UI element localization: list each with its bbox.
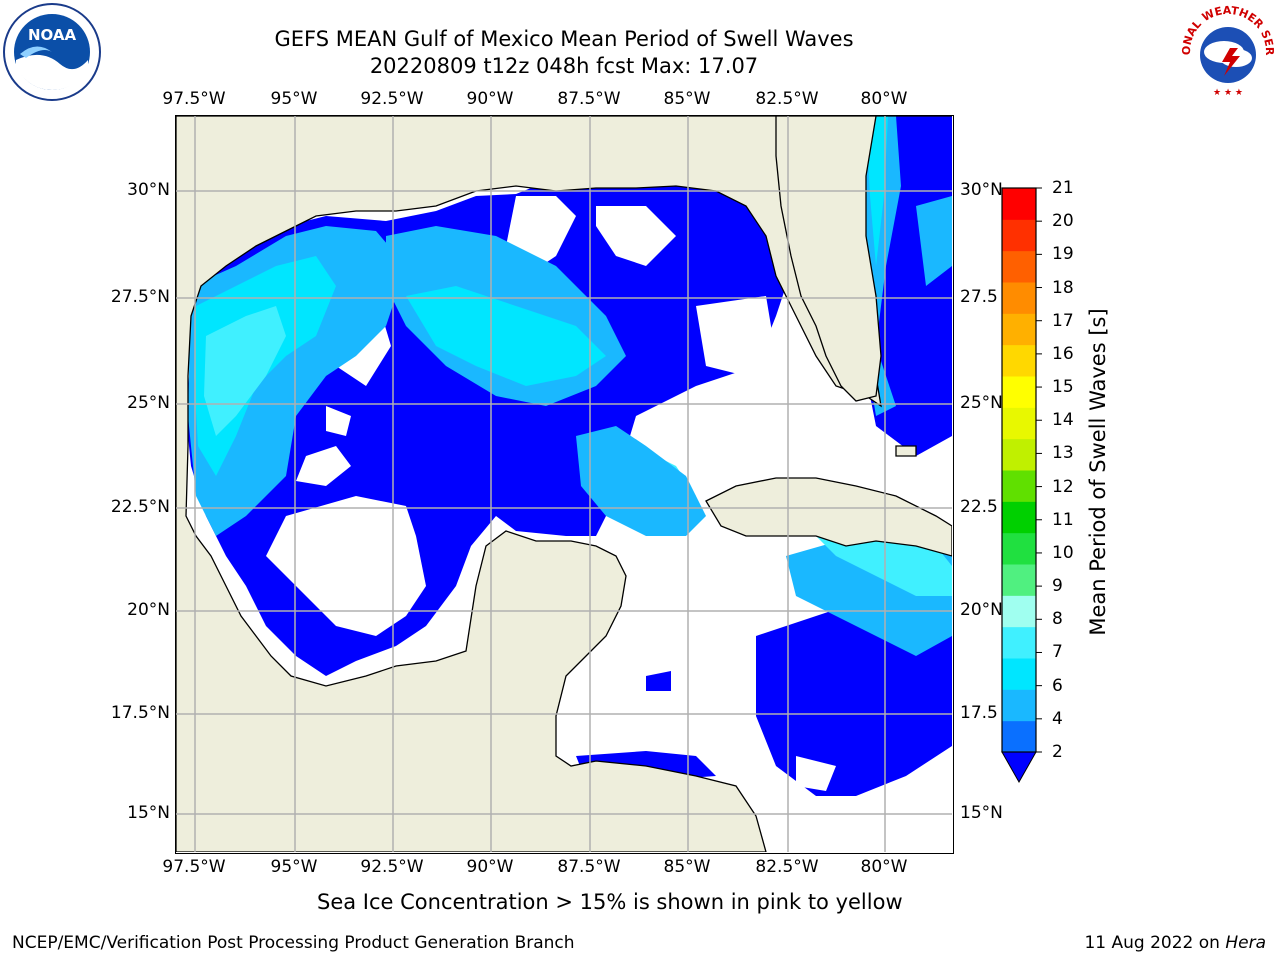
lat-tick-label-right: 20°N: [960, 600, 1003, 620]
colorbar-bin: [1002, 250, 1036, 283]
title-line-2: 20220809 t12z 048h fcst Max: 17.07: [369, 54, 759, 78]
credit-machine: Hera: [1225, 933, 1266, 953]
lat-tick-label-right: 17.5: [960, 703, 998, 723]
credit-branch: NCEP/EMC/Verification Post Processing Pr…: [12, 933, 575, 953]
credit-date-text: 11 Aug 2022 on: [1084, 933, 1226, 953]
lon-tick-label-top: 82.5°W: [755, 89, 819, 109]
lon-tick-label-bottom: 82.5°W: [755, 857, 819, 877]
colorbar-tick-label: 10: [1052, 542, 1074, 563]
colorbar-title: Mean Period of Swell Waves [s]: [1086, 308, 1110, 636]
colorbar-bin: [1002, 532, 1036, 565]
lat-tick-label-left: 15°N: [127, 803, 170, 823]
colorbar-bin: [1002, 720, 1036, 753]
land-florida: [775, 116, 882, 402]
lat-tick-label-right: 25°N: [960, 393, 1003, 413]
svg-text:★ ★ ★: ★ ★ ★: [1213, 88, 1243, 98]
lon-tick-label-bottom: 90°W: [466, 857, 514, 877]
colorbar-tick-label: 21: [1052, 178, 1074, 198]
lat-tick-label-left: 30°N: [127, 180, 170, 200]
lat-tick-label-right: 27.5: [960, 287, 998, 307]
colorbar-bin: [1002, 501, 1036, 534]
credit-date: 11 Aug 2022 on Hera: [1084, 933, 1266, 953]
graticule: [176, 116, 952, 852]
lat-tick-label-left: 25°N: [127, 393, 170, 413]
colorbar-tick-label: 19: [1052, 244, 1074, 265]
colorbar-bin: [1002, 564, 1036, 596]
colorbar-bin: [1002, 689, 1036, 722]
colorbar-tick-label: 2: [1052, 742, 1063, 762]
swell-period-map: [176, 116, 953, 853]
lat-tick-label-left: 22.5°N: [110, 497, 170, 517]
colorbar-tick-label: 7: [1052, 642, 1063, 663]
sea-ice-note: Sea Ice Concentration > 15% is shown in …: [317, 890, 903, 914]
land-layer: [176, 116, 953, 853]
colorbar-bin: [1002, 219, 1036, 252]
map-panel: [175, 115, 954, 854]
colorbar-bin: [1002, 658, 1036, 690]
lon-tick-label-bottom: 87.5°W: [557, 857, 621, 877]
colorbar-bin: [1002, 313, 1036, 346]
colorbar-bin: [1002, 595, 1036, 628]
colorbar-bin: [1002, 282, 1036, 314]
lat-tick-label-left: 20°N: [127, 600, 170, 620]
colorbar-bin: [1002, 470, 1036, 502]
colorbar-tick-label: 17: [1052, 310, 1074, 331]
lon-tick-label-top: 90°W: [466, 89, 514, 109]
lat-tick-label-left: 27.5°N: [110, 287, 170, 307]
colorbar-bin: [1002, 188, 1036, 220]
lon-tick-label-top: 97.5°W: [162, 89, 226, 109]
colorbar-tick-label: 13: [1052, 443, 1074, 464]
colorbar-bin: [1002, 407, 1036, 440]
colorbar-tick-label: 16: [1052, 343, 1074, 364]
colorbar-tick-label: 8: [1052, 609, 1063, 630]
colorbar-tick-label: 11: [1052, 509, 1074, 530]
lat-tick-label-right: 22.5: [960, 497, 998, 517]
colorbar-tick-label: 18: [1052, 277, 1074, 298]
colorbar-tick-label: 6: [1052, 675, 1063, 696]
colorbar-tick-label: 12: [1052, 476, 1074, 497]
lon-tick-label-bottom: 97.5°W: [162, 857, 226, 877]
colorbar-tick-label: 14: [1052, 410, 1074, 431]
colorbar-tick-label: 15: [1052, 377, 1074, 398]
chart-title: GEFS MEAN Gulf of Mexico Mean Period of …: [0, 26, 1128, 80]
lat-tick-label-left: 17.5°N: [110, 703, 170, 723]
noaa-logo-icon: NOAA: [3, 3, 101, 101]
lon-tick-label-top: 95°W: [270, 89, 318, 109]
colorbar-bin: [1002, 626, 1036, 659]
lon-tick-label-top: 92.5°W: [360, 89, 424, 109]
noaa-logo-text: NOAA: [28, 26, 77, 44]
lat-tick-label-right: 30°N: [960, 180, 1003, 200]
lon-tick-label-top: 87.5°W: [557, 89, 621, 109]
colorbar-bin: [1002, 376, 1036, 408]
colorbar-bin: [1002, 438, 1036, 471]
colorbar-bin: [1002, 344, 1036, 377]
lon-tick-label-bottom: 92.5°W: [360, 857, 424, 877]
lon-tick-label-bottom: 85°W: [663, 857, 711, 877]
lon-tick-label-bottom: 95°W: [270, 857, 318, 877]
colorbar-tick-label: 4: [1052, 708, 1063, 729]
lon-tick-label-top: 80°W: [860, 89, 908, 109]
lon-tick-label-bottom: 80°W: [860, 857, 908, 877]
nws-logo-icon: NATIONAL WEATHER SERVICE ★ ★ ★: [1178, 2, 1276, 100]
colorbar-tick-label: 20: [1052, 211, 1074, 232]
colorbar: [1001, 187, 1042, 784]
colorbar-tick-label: 9: [1052, 576, 1063, 597]
lat-tick-label-right: 15°N: [960, 803, 1003, 823]
title-line-1: GEFS MEAN Gulf of Mexico Mean Period of …: [274, 27, 854, 51]
lon-tick-label-top: 85°W: [663, 89, 711, 109]
